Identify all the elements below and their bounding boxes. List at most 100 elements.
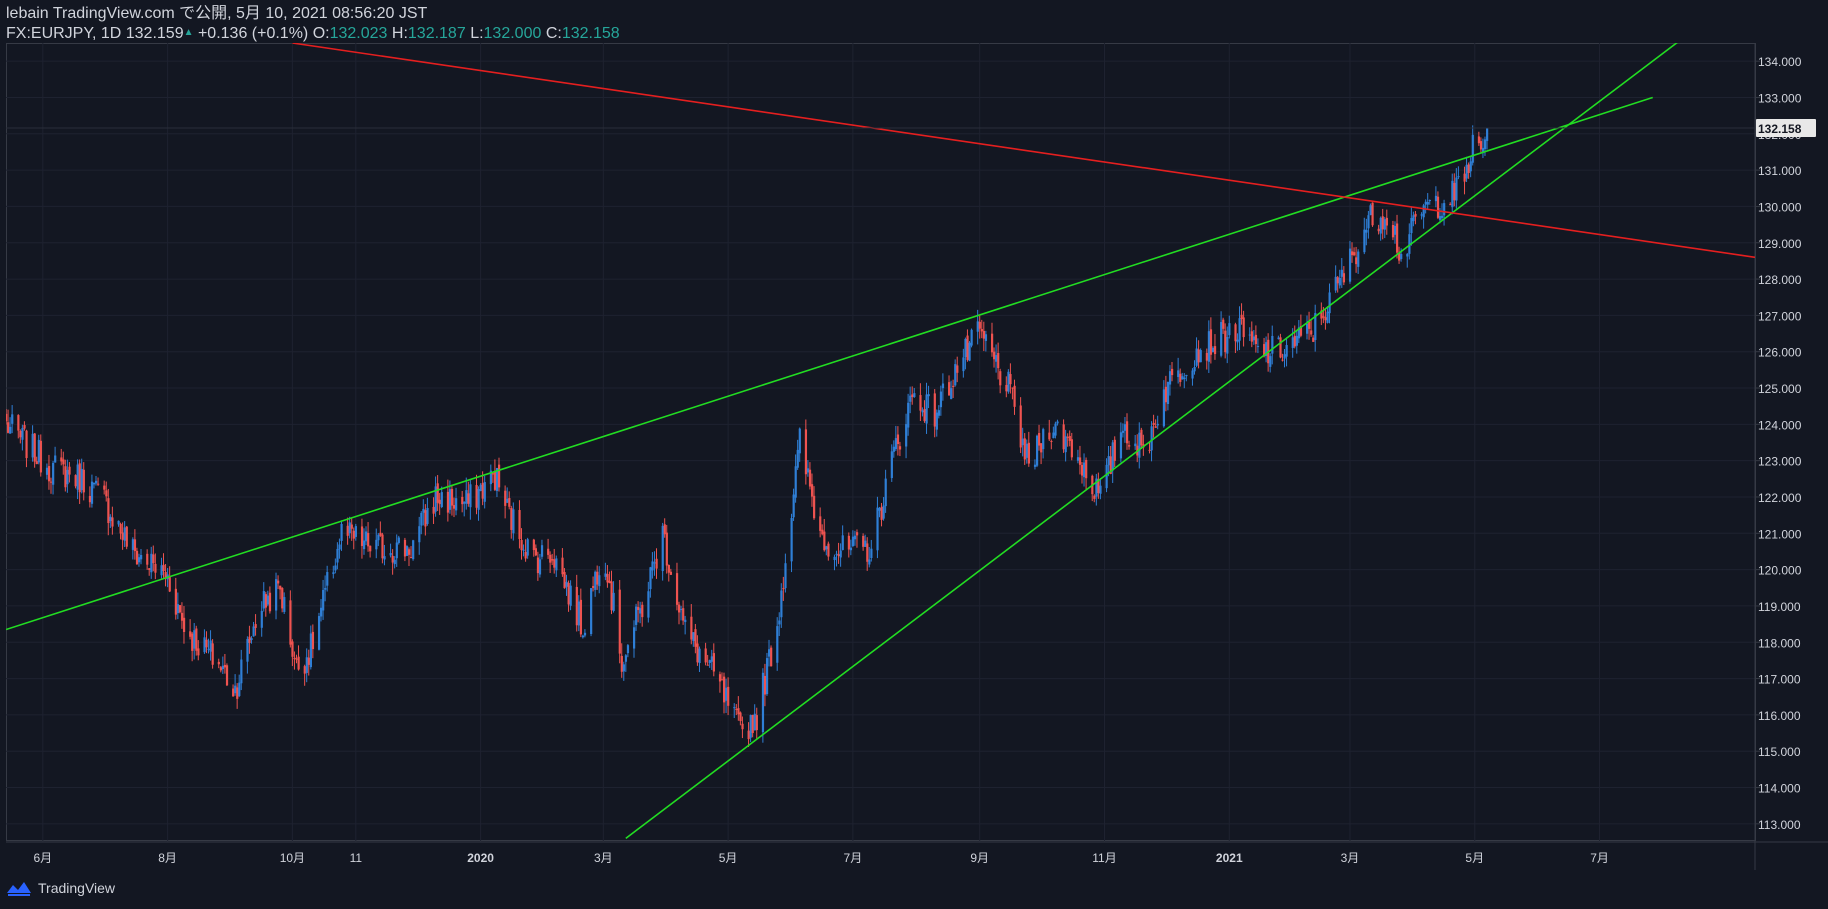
candle-body bbox=[467, 493, 470, 504]
candle-body bbox=[275, 579, 278, 611]
candle-body bbox=[1250, 331, 1253, 342]
candle-body bbox=[855, 532, 859, 536]
y-tick-label: 124.000 bbox=[1758, 418, 1802, 432]
candle-body bbox=[892, 446, 895, 452]
candle-body bbox=[1426, 201, 1429, 205]
candle-body bbox=[17, 415, 20, 431]
tradingview-logo-icon[interactable] bbox=[6, 879, 32, 897]
red-trend-line[interactable] bbox=[292, 43, 1755, 259]
candle-body bbox=[326, 572, 329, 586]
open-label: O: bbox=[312, 25, 330, 42]
candle-body bbox=[1326, 311, 1329, 323]
candle-body bbox=[596, 571, 599, 585]
candle-body bbox=[432, 506, 435, 514]
candle-body bbox=[1238, 318, 1241, 341]
candle-body bbox=[174, 588, 177, 615]
candle-body bbox=[248, 636, 251, 643]
price-chart[interactable]: 113.000 114.000 115.000 116.000 117.000 118.0… bbox=[0, 0, 1828, 870]
candle-body bbox=[1391, 224, 1395, 238]
x-tick-label: 3月 bbox=[594, 851, 613, 865]
candle-body bbox=[455, 498, 458, 511]
candle-body bbox=[1109, 456, 1112, 474]
candle-body bbox=[340, 523, 343, 541]
candle-body bbox=[649, 567, 652, 590]
candle-body bbox=[354, 526, 357, 537]
candle-body bbox=[383, 556, 386, 560]
candle-body bbox=[240, 659, 243, 684]
candle-body bbox=[1381, 216, 1384, 230]
candle-body bbox=[148, 568, 151, 571]
candle-body bbox=[1080, 464, 1084, 476]
candle-body bbox=[1312, 337, 1315, 342]
candle-body bbox=[833, 556, 836, 561]
green-trend-line[interactable] bbox=[625, 39, 1682, 840]
candle-body bbox=[481, 483, 484, 499]
candle-body bbox=[469, 484, 472, 508]
candle-body bbox=[1185, 374, 1188, 377]
candle-body bbox=[7, 422, 10, 433]
candle-body bbox=[594, 571, 597, 590]
candle-body bbox=[821, 529, 824, 535]
y-tick-label: 125.000 bbox=[1758, 382, 1802, 396]
candle-body bbox=[23, 425, 26, 429]
green-trend-line[interactable] bbox=[6, 96, 1653, 631]
candle-body bbox=[493, 471, 497, 490]
candle-body bbox=[362, 540, 366, 550]
candle-body bbox=[635, 606, 638, 625]
footer: TradingView bbox=[6, 879, 115, 897]
candle-body bbox=[678, 604, 681, 613]
candle-body bbox=[782, 587, 785, 590]
candle-body bbox=[1279, 337, 1282, 358]
candle-body bbox=[968, 342, 971, 361]
candle-body bbox=[853, 535, 857, 540]
candle-body bbox=[1428, 200, 1431, 202]
candle-body bbox=[1408, 234, 1411, 254]
candle-body bbox=[121, 532, 124, 540]
candle-body bbox=[735, 708, 738, 710]
candle-body bbox=[506, 498, 509, 503]
candle-body bbox=[1412, 215, 1415, 222]
candle-body bbox=[708, 660, 711, 663]
candle-body bbox=[1042, 429, 1045, 450]
candle-body bbox=[436, 483, 439, 503]
candle-body bbox=[1393, 225, 1397, 235]
candle-body bbox=[751, 714, 754, 734]
candle-body bbox=[598, 575, 601, 587]
candle-body bbox=[508, 497, 511, 507]
candle-body bbox=[718, 674, 722, 682]
candle-body bbox=[426, 508, 429, 524]
symbol-label[interactable]: FX:EURJPY, 1D bbox=[6, 25, 122, 42]
candle-body bbox=[223, 664, 227, 668]
candle-body bbox=[311, 631, 315, 650]
candle-body bbox=[1121, 430, 1125, 433]
y-tick-label: 128.000 bbox=[1758, 273, 1802, 287]
candle-body bbox=[352, 530, 355, 539]
candle-body bbox=[268, 592, 272, 612]
candle-body bbox=[962, 357, 965, 372]
candle-body bbox=[1463, 173, 1466, 182]
candle-body bbox=[1308, 321, 1311, 329]
candle-body bbox=[633, 627, 636, 649]
high-label: H: bbox=[391, 25, 408, 42]
candle-body bbox=[221, 665, 225, 670]
candle-body bbox=[125, 526, 128, 547]
candle-body bbox=[246, 638, 249, 662]
candle-body bbox=[663, 524, 666, 535]
candle-body bbox=[536, 557, 540, 574]
candle-body bbox=[753, 713, 756, 731]
candle-body bbox=[835, 553, 838, 555]
candle-body bbox=[813, 495, 816, 519]
candle-body bbox=[1351, 251, 1354, 256]
candle-body bbox=[684, 619, 687, 623]
candle-body bbox=[1324, 317, 1327, 321]
y-tick-label: 133.000 bbox=[1758, 91, 1802, 105]
candle-body bbox=[669, 571, 673, 575]
x-tick-label: 6月 bbox=[33, 851, 52, 865]
candle-body bbox=[970, 329, 973, 346]
candle-body bbox=[47, 466, 51, 482]
candle-body bbox=[790, 517, 793, 562]
brand-text[interactable]: TradingView bbox=[38, 880, 116, 896]
candle-body bbox=[495, 467, 499, 491]
candle-body bbox=[1220, 322, 1223, 356]
candle-body bbox=[1406, 254, 1409, 257]
